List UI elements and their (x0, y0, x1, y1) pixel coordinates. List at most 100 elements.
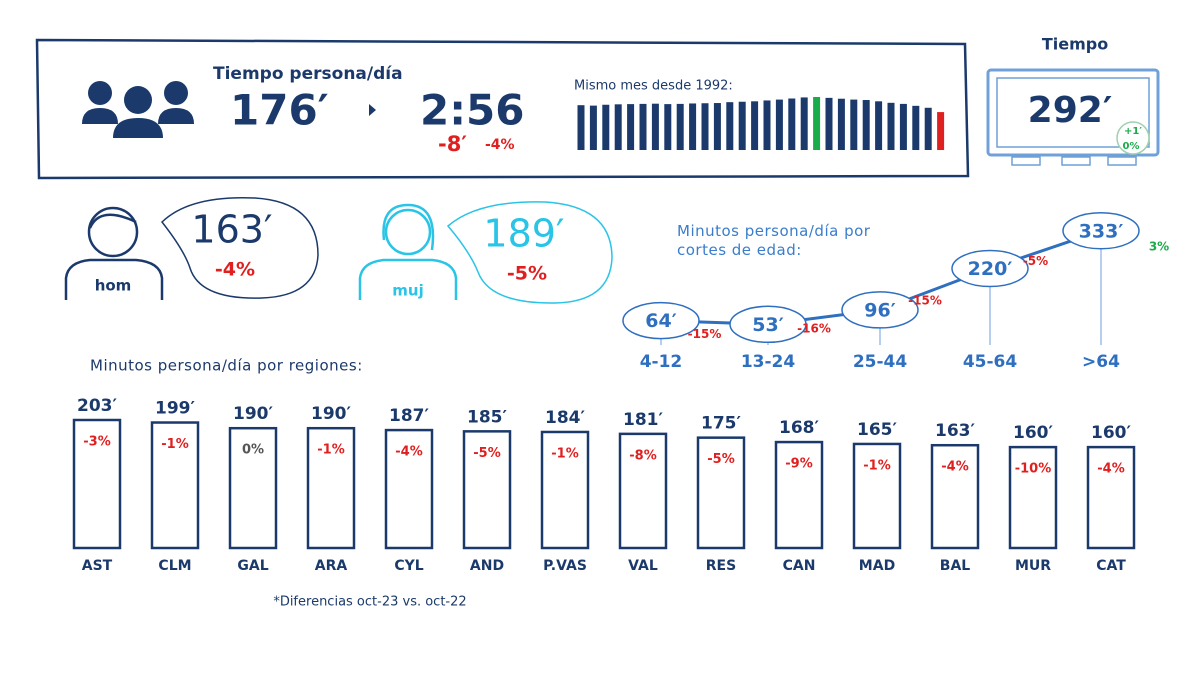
woman-icon (358, 203, 458, 300)
gender-diff: -5% (507, 263, 547, 285)
point (729, 305, 807, 344)
x-tick-label: 25-44 (853, 352, 908, 372)
x-tick-label: BAL (940, 558, 971, 574)
change-label: -15% (908, 294, 942, 308)
value-label: 163′ (935, 421, 975, 441)
value-label: 184′ (545, 408, 585, 428)
bar (852, 442, 902, 550)
chart-title: Minutos persona/día por cortes de edad: (677, 222, 871, 259)
bar (696, 436, 746, 550)
bar (924, 107, 932, 150)
change-label: -1% (161, 437, 188, 452)
change-label: -5% (707, 452, 734, 467)
change-label: -1% (317, 443, 344, 458)
value-label: 187′ (389, 406, 429, 426)
chart-title: Mismo mes desde 1992: (574, 79, 733, 94)
value-label: 168′ (779, 418, 819, 438)
x-tick-label: 45-64 (963, 352, 1018, 372)
x-tick-label: CLM (158, 558, 191, 574)
value-label: 190′ (311, 404, 351, 424)
bar (763, 100, 771, 150)
gender-minutes: 163′ (191, 208, 272, 252)
change-label: -3% (83, 435, 110, 450)
bar (384, 428, 434, 550)
tv-title: Tiempo (1042, 35, 1108, 54)
bar (726, 102, 734, 150)
bar (837, 98, 845, 150)
bar (614, 104, 622, 150)
bar (937, 112, 945, 150)
bar (738, 101, 746, 150)
change-label: -4% (1097, 462, 1124, 477)
bar (751, 101, 759, 150)
bar (899, 103, 907, 150)
summary-hours: 2:56 (420, 86, 524, 135)
change-label: -10% (1015, 462, 1052, 477)
point (841, 291, 919, 329)
x-tick-label: CYL (394, 558, 423, 574)
label-bg (382, 280, 434, 302)
summary-minutes: 176′ (230, 86, 329, 135)
bar (228, 426, 278, 550)
value-label: 165′ (857, 420, 897, 440)
bar (887, 102, 895, 150)
tv-diff-percent: 0% (1123, 141, 1140, 152)
x-tick-label: AND (470, 558, 504, 574)
value-label: 185′ (467, 407, 507, 427)
bar (825, 97, 833, 150)
x-tick-label: ARA (315, 558, 348, 574)
change-label: -8% (629, 448, 656, 463)
bar (701, 103, 709, 150)
bar (664, 104, 672, 150)
x-tick-label: GAL (237, 558, 268, 574)
change-label: 3% (1149, 239, 1169, 253)
bar (1008, 445, 1058, 550)
x-tick-label: AST (82, 558, 113, 574)
gender-diff: -4% (215, 259, 255, 281)
bar (775, 99, 783, 150)
tv-minutes: 292′ (1028, 90, 1113, 131)
value-label: 160′ (1091, 423, 1131, 443)
change-label: -15% (688, 327, 722, 341)
bar (150, 421, 200, 550)
change-label: -1% (551, 446, 578, 461)
bar (1086, 445, 1136, 550)
value-label: 181′ (623, 410, 663, 430)
bar (774, 440, 824, 550)
bar (813, 97, 821, 150)
x-tick-label: P.VAS (543, 558, 587, 574)
bar (577, 105, 585, 150)
speech-bubble (160, 196, 319, 299)
gender-label: hom (95, 277, 132, 295)
summary-title: Tiempo persona/día (213, 64, 403, 84)
point (1062, 212, 1140, 250)
change-label: -4% (941, 460, 968, 475)
bar (850, 99, 858, 150)
bar (930, 443, 980, 550)
bar (676, 103, 684, 150)
bar (862, 100, 870, 150)
bar (788, 98, 796, 150)
value-label: 96′ (864, 299, 895, 321)
bar (540, 430, 590, 550)
bar (651, 103, 659, 150)
value-label: 53′ (752, 314, 783, 336)
value-label: 220′ (968, 258, 1013, 280)
people-icon (82, 81, 194, 138)
change-label: -5% (1023, 254, 1048, 268)
x-tick-label: >64 (1082, 352, 1120, 372)
x-tick-label: CAT (1096, 558, 1126, 574)
value-label: 160′ (1013, 423, 1053, 443)
x-tick-label: MAD (859, 558, 895, 574)
x-tick-label: VAL (628, 558, 658, 574)
bar (800, 97, 808, 150)
bar (713, 103, 721, 150)
bar (462, 430, 512, 550)
value-label: 64′ (645, 310, 676, 332)
value-label: 203′ (77, 396, 117, 416)
change-label: -9% (785, 457, 812, 472)
speech-bubble (446, 201, 613, 304)
bar (639, 103, 647, 150)
x-tick-label: MUR (1015, 558, 1051, 574)
